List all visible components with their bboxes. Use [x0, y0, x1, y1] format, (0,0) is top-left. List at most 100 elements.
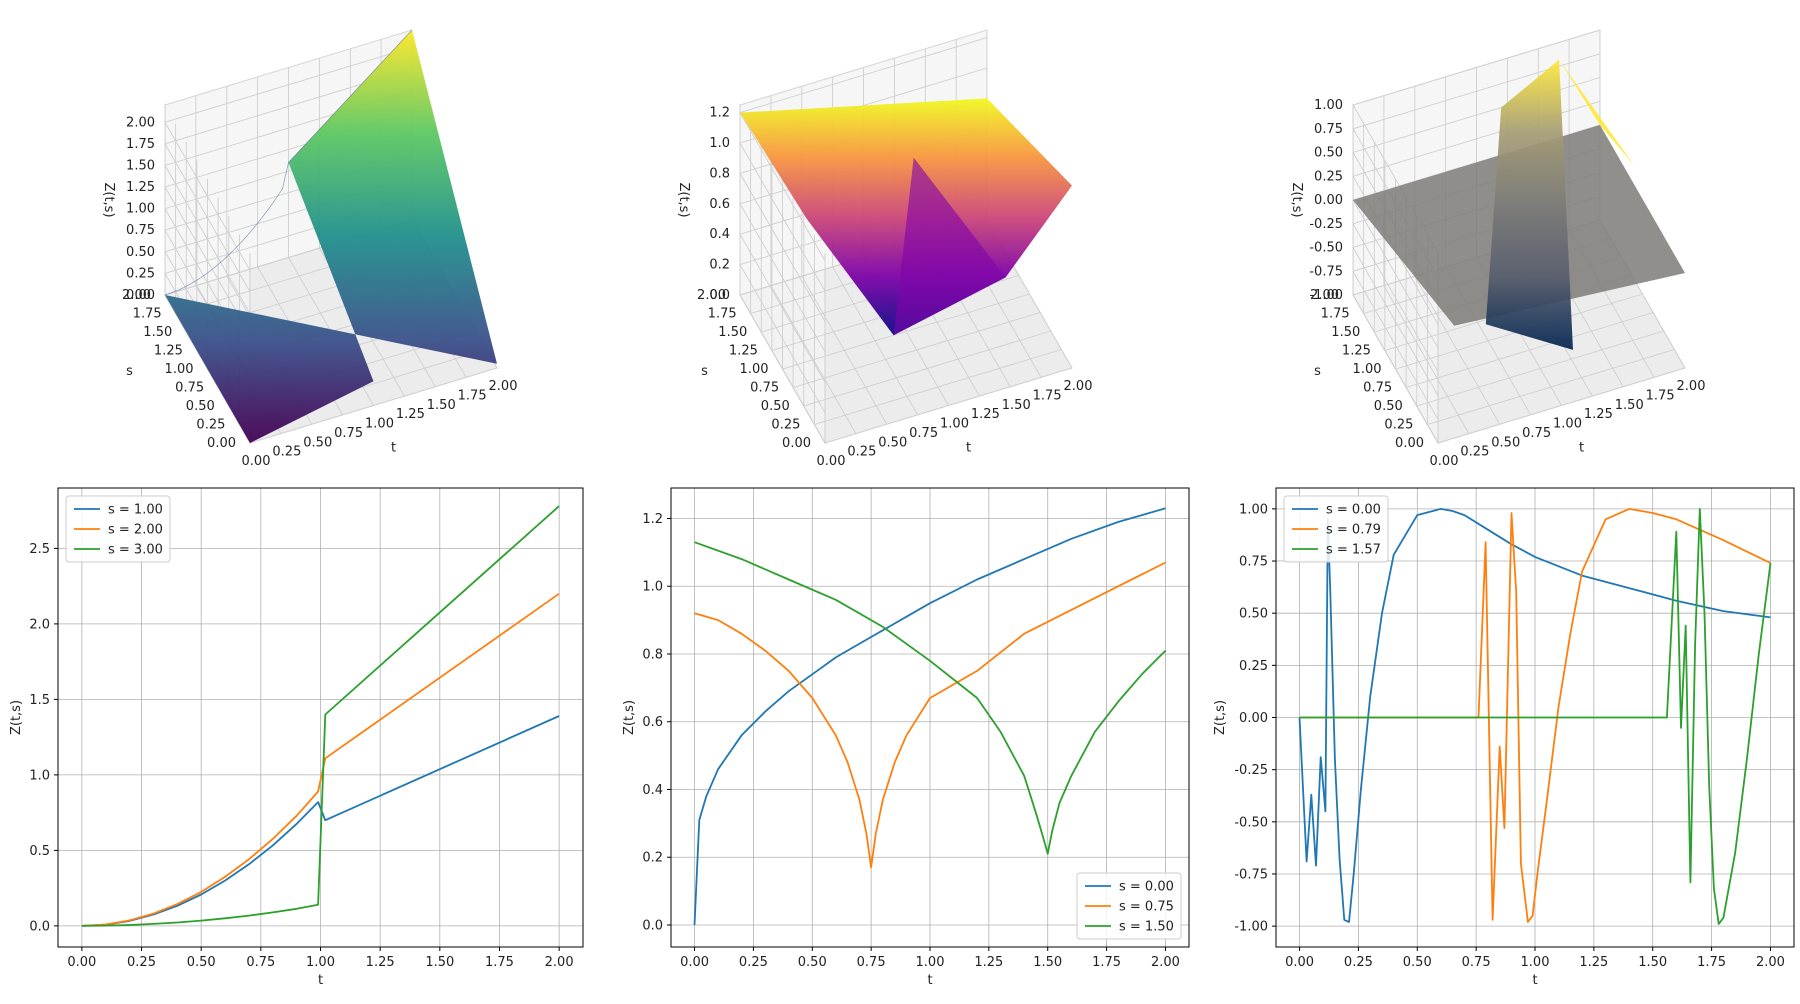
- z-tick-label: 0.50: [1314, 146, 1343, 161]
- z-axis-title: Z(t,s): [1289, 182, 1304, 217]
- y-tick-label: 0.50: [1374, 399, 1403, 414]
- series-line-1: [81, 592, 560, 927]
- z-tick-label: 1.0: [709, 136, 730, 151]
- x-tick-label: 0.75: [1462, 955, 1491, 970]
- z-tick-label: 1.2: [709, 106, 730, 121]
- z-tick-label: 1.50: [126, 158, 155, 173]
- y-axis-title: Z(t,s): [1213, 700, 1228, 735]
- x-tick-label: 0.00: [1430, 454, 1459, 469]
- y-tick-label: 0.75: [175, 381, 204, 396]
- x-tick-label: 1.25: [366, 955, 395, 970]
- line-plot-middle: 0.00 0.25 0.50 0.75 1.00 1.25 1.50 1.75 2.00 0.0 0…: [622, 487, 1190, 988]
- legend-label-1: s = 0.75: [1119, 900, 1174, 915]
- series-line-2: [694, 541, 1167, 855]
- x-tick-label: 1.75: [458, 388, 487, 403]
- y-tick-label: -1.00: [1234, 920, 1268, 935]
- x-tick-label: 1.00: [1521, 955, 1550, 970]
- x-tick-label: 0.75: [246, 955, 275, 970]
- surface-peak: [1559, 59, 1634, 166]
- x-tick-label: 0.50: [1403, 955, 1432, 970]
- z-tick-label: 0.8: [709, 166, 730, 181]
- y-tick-label: 1.75: [708, 307, 737, 322]
- z-tick-label: 1.25: [126, 180, 155, 195]
- y-axis-title: Z(t,s): [622, 700, 637, 735]
- x-axis-title: t: [927, 973, 932, 988]
- x-tick-label: 0.50: [1491, 435, 1520, 450]
- z-tick-label: 1.75: [126, 137, 155, 152]
- legend-label-0: s = 1.00: [108, 503, 163, 518]
- y-tick-label: 1.50: [1331, 325, 1360, 340]
- x-tick-label: 1.25: [974, 955, 1003, 970]
- surface-edge: [164, 29, 413, 296]
- y-tick-label: -0.25: [1234, 763, 1268, 778]
- y-tick-label: 0.75: [1363, 381, 1392, 396]
- x-tick-label: 0.25: [1344, 955, 1373, 970]
- x-tick-label: 0.00: [242, 454, 271, 469]
- x-tick-label: 0.50: [187, 955, 216, 970]
- x-axis-title: t: [391, 441, 396, 456]
- y-tick-label: 1.25: [1342, 344, 1371, 359]
- z-tick-label: 0.2: [709, 258, 730, 273]
- y-tick-label: 0.8: [642, 647, 663, 662]
- y-tick-label: 2.0: [29, 617, 50, 632]
- y-tick-label: 0.25: [771, 418, 800, 433]
- grid-line-z: [164, 46, 413, 271]
- x-tick-label: 1.00: [940, 417, 969, 432]
- y-tick-label: 0.75: [750, 381, 779, 396]
- x-tick-label: 0.25: [1460, 445, 1489, 460]
- series-line-1: [1299, 508, 1771, 923]
- x-tick-label: 1.50: [1638, 955, 1667, 970]
- x-axis-title: t: [1532, 973, 1537, 988]
- legend-label-2: s = 3.00: [108, 543, 163, 558]
- series-line-2: [1299, 508, 1772, 925]
- z-tick-label: 0.50: [126, 245, 155, 260]
- legend-box: [65, 495, 171, 563]
- line-plot-right: 0.00 0.25 0.50 0.75 1.00 1.25 1.50 1.75 2.00 -1.0…: [1213, 487, 1795, 988]
- y-tick-label: 0.00: [1239, 711, 1268, 726]
- surface: [165, 30, 497, 443]
- legend-label-0: s = 0.00: [1326, 503, 1381, 518]
- y-tick-label: 0.25: [1239, 659, 1268, 674]
- y-tick-label: 1.00: [1353, 362, 1382, 377]
- x-tick-label: 2.00: [1151, 955, 1180, 970]
- y-tick-label: 1.50: [718, 325, 747, 340]
- z-tick-label: 0.0: [709, 288, 730, 303]
- legend-box: [1283, 495, 1389, 563]
- z-tick-label: 0.00: [1314, 193, 1343, 208]
- x-tick-label: 1.75: [1033, 388, 1062, 403]
- x-tick-label: 0.00: [680, 955, 709, 970]
- series-line-1: [694, 561, 1166, 869]
- x-tick-label: 1.75: [485, 955, 514, 970]
- x-tick-label: 2.00: [545, 955, 574, 970]
- z-tick-label: -0.25: [1309, 217, 1343, 232]
- x-tick-label: 1.25: [1584, 407, 1613, 422]
- y-tick-label: 2.00: [122, 288, 151, 303]
- x-tick-label: 1.50: [427, 398, 456, 413]
- x-tick-label: 0.25: [127, 955, 156, 970]
- y-tick-label: 0.25: [1384, 418, 1413, 433]
- line-plot-left: 0.00 0.25 0.50 0.75 1.00 1.25 1.50 1.75 2.00 0.0 0…: [9, 487, 584, 988]
- z-tick-label: -0.75: [1309, 264, 1343, 279]
- legend-label-2: s = 1.50: [1119, 920, 1174, 935]
- y-tick-label: 1.75: [133, 307, 162, 322]
- legend-label-2: s = 1.57: [1326, 543, 1381, 558]
- series-line-0: [1298, 508, 1771, 923]
- x-axis-title: t: [318, 973, 323, 988]
- x-tick-label: 0.00: [1285, 955, 1314, 970]
- x-tick-label: 0.00: [817, 454, 846, 469]
- y-axis-title: Z(t,s): [9, 700, 24, 735]
- y-tick-label: 2.5: [29, 542, 50, 557]
- z-tick-label: 1.00: [1314, 98, 1343, 113]
- grid-line-z: [739, 67, 988, 292]
- y-axis-title: s: [1314, 364, 1321, 379]
- z-tick-label: 0.25: [126, 266, 155, 281]
- y-tick-label: 0.00: [782, 436, 811, 451]
- x-axis-title: t: [966, 441, 971, 456]
- x-tick-label: 1.25: [396, 407, 425, 422]
- z-tick-label: 2.00: [126, 115, 155, 130]
- y-tick-label: -0.75: [1234, 867, 1268, 882]
- x-tick-label: 1.75: [1646, 388, 1675, 403]
- y-tick-label: 0.50: [186, 399, 215, 414]
- x-tick-label: 0.50: [303, 435, 332, 450]
- x-tick-label: 1.50: [425, 955, 454, 970]
